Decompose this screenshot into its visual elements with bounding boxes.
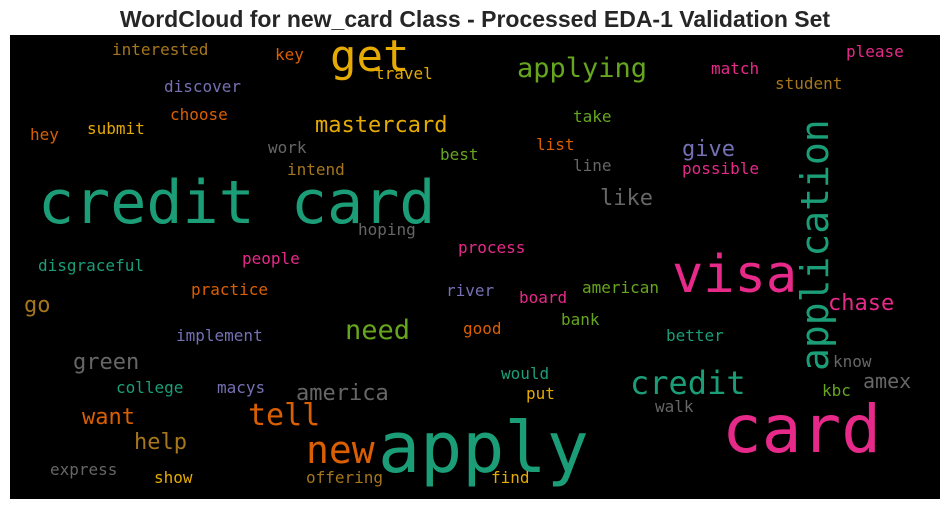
word-green: green	[73, 350, 140, 375]
word-intend: intend	[287, 160, 345, 179]
word-find: find	[491, 468, 530, 487]
word-want: want	[82, 405, 135, 430]
word-implement: implement	[176, 326, 263, 345]
word-submit: submit	[87, 119, 145, 138]
word-college: college	[116, 378, 184, 397]
word-interested: interested	[112, 40, 209, 59]
word-card: card	[722, 391, 881, 468]
word-know: know	[833, 352, 872, 371]
word-get: get	[330, 35, 410, 82]
word-american: american	[582, 278, 660, 297]
word-hey: hey	[30, 125, 59, 144]
word-give: give	[682, 137, 735, 162]
word-like: like	[600, 186, 653, 211]
word-put: put	[526, 384, 555, 403]
word-hoping: hoping	[358, 220, 416, 239]
word-student: student	[775, 74, 843, 93]
word-go: go	[24, 293, 51, 318]
word-macys: macys	[217, 378, 266, 397]
word-need: need	[345, 315, 411, 346]
word-board: board	[519, 288, 568, 307]
word-tell: tell	[248, 398, 321, 433]
word-river: river	[446, 281, 495, 300]
word-applying: applying	[517, 53, 648, 84]
word-credit-card: credit card	[38, 168, 436, 238]
word-process: process	[458, 238, 526, 257]
word-apply: apply	[378, 407, 589, 489]
word-choose: choose	[170, 105, 228, 124]
word-key: key	[275, 45, 304, 64]
word-disgraceful: disgraceful	[38, 256, 144, 275]
word-visa: visa	[672, 245, 798, 305]
word-practice: practice	[191, 280, 269, 299]
word-people: people	[242, 249, 300, 268]
word-show: show	[154, 468, 193, 487]
page-title: WordCloud for new_card Class - Processed…	[119, 6, 831, 32]
word-walk: walk	[655, 397, 694, 416]
word-offering: offering	[306, 468, 384, 487]
word-would: would	[501, 364, 550, 383]
word-kbc: kbc	[822, 381, 851, 400]
word-work: work	[268, 138, 307, 157]
word-line: line	[573, 156, 612, 175]
word-credit: credit	[630, 364, 746, 402]
word-better: better	[666, 326, 724, 345]
word-list: list	[536, 135, 575, 154]
word-take: take	[573, 107, 612, 126]
word-cloud-canvas: credit card apply card visa application …	[10, 35, 940, 499]
word-discover: discover	[164, 77, 242, 96]
word-travel: travel	[375, 64, 433, 83]
word-amex: amex	[863, 369, 912, 393]
word-good: good	[463, 319, 502, 338]
word-possible: possible	[682, 159, 760, 178]
word-new: new	[306, 428, 375, 472]
word-america: america	[296, 381, 389, 406]
word-please: please	[846, 42, 904, 61]
word-match: match	[711, 59, 760, 78]
word-best: best	[440, 145, 479, 164]
word-bank: bank	[561, 310, 600, 329]
word-express: express	[50, 460, 118, 479]
word-mastercard: mastercard	[315, 113, 448, 138]
word-help: help	[134, 430, 187, 455]
word-application: application	[793, 119, 837, 371]
word-chase: chase	[828, 291, 895, 316]
